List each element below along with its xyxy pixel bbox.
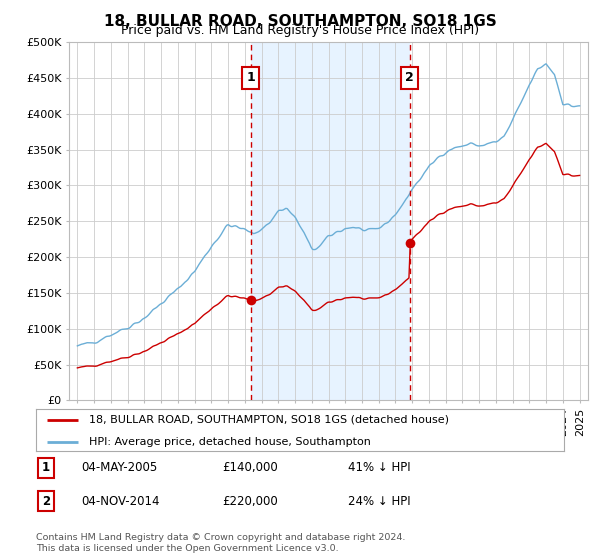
Text: HPI: Average price, detached house, Southampton: HPI: Average price, detached house, Sout…	[89, 437, 371, 446]
Text: £220,000: £220,000	[222, 494, 278, 508]
Text: 2: 2	[405, 71, 414, 85]
Text: 41% ↓ HPI: 41% ↓ HPI	[348, 461, 410, 474]
Text: 1: 1	[246, 71, 255, 85]
Text: 04-NOV-2014: 04-NOV-2014	[81, 494, 160, 508]
Text: 04-MAY-2005: 04-MAY-2005	[81, 461, 157, 474]
Text: 2: 2	[42, 494, 50, 508]
Text: £140,000: £140,000	[222, 461, 278, 474]
Bar	[251, 42, 410, 400]
Text: 24% ↓ HPI: 24% ↓ HPI	[348, 494, 410, 508]
Text: 18, BULLAR ROAD, SOUTHAMPTON, SO18 1GS: 18, BULLAR ROAD, SOUTHAMPTON, SO18 1GS	[104, 14, 496, 29]
Text: Price paid vs. HM Land Registry's House Price Index (HPI): Price paid vs. HM Land Registry's House …	[121, 24, 479, 37]
Text: 18, BULLAR ROAD, SOUTHAMPTON, SO18 1GS (detached house): 18, BULLAR ROAD, SOUTHAMPTON, SO18 1GS (…	[89, 415, 449, 424]
Text: 1: 1	[42, 461, 50, 474]
Text: Contains HM Land Registry data © Crown copyright and database right 2024.
This d: Contains HM Land Registry data © Crown c…	[36, 533, 406, 553]
